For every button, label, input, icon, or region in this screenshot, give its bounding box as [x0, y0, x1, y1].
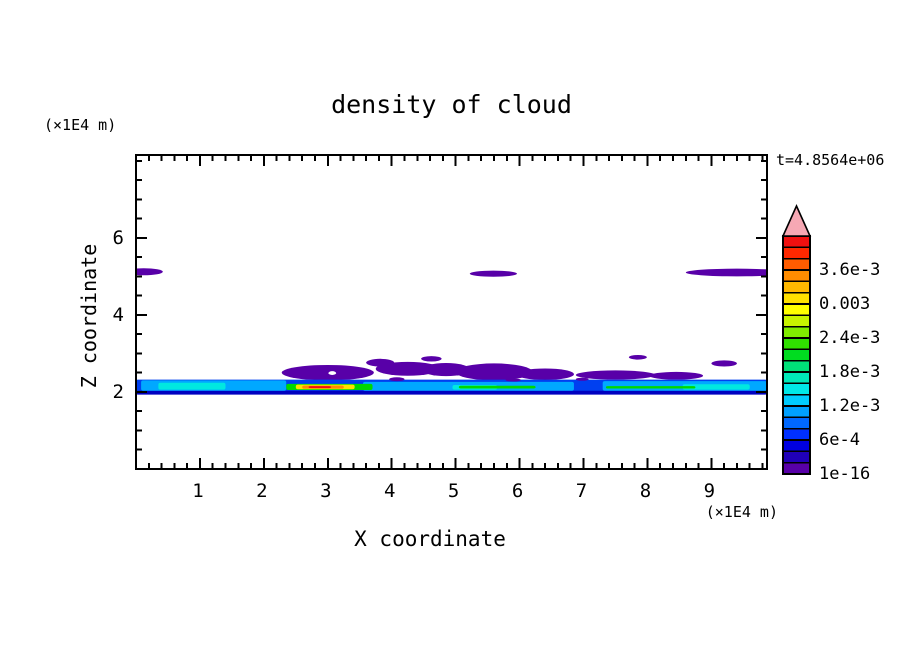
contour-band-green [458, 385, 536, 389]
plot-title: density of cloud [331, 90, 572, 119]
colorbar-segment [782, 303, 811, 317]
colorbar-label-3: 1.8e-3 [819, 362, 880, 382]
colorbar-segment [782, 257, 811, 271]
contour-band-speckle [575, 377, 589, 381]
contour-band-red-core [308, 386, 331, 389]
contour-band-green [605, 386, 696, 389]
x-tick-label: 3 [320, 480, 331, 502]
contour-upper-cloud-right [685, 268, 767, 277]
colorbar-segment [782, 280, 811, 294]
z-tick-label: 4 [113, 304, 124, 326]
z-tick-label: 6 [113, 227, 124, 249]
x-tick-label: 2 [256, 480, 267, 502]
x-axis-title: X coordinate [354, 527, 506, 551]
colorbar-segment [782, 337, 811, 351]
x-tick-label: 5 [448, 480, 459, 502]
colorbar-segment [782, 405, 811, 419]
contour-band-cap [455, 363, 533, 381]
x-tick-label: 4 [384, 480, 395, 502]
contour-band-cap [628, 354, 647, 360]
plot-frame [135, 154, 768, 470]
contour-band-cap [366, 358, 395, 367]
colorbar-label-2: 1.2e-3 [819, 396, 880, 416]
contour-band-cap [281, 364, 374, 381]
contour-band-speckle [505, 378, 521, 382]
time-label: t=4.8564e+06 [776, 151, 885, 169]
colorbar-segment [782, 235, 811, 249]
contour-band-cap [649, 371, 704, 380]
colorbar-label-6: 3.6e-3 [819, 260, 880, 280]
x-tick-label: 9 [704, 480, 715, 502]
z-tick-label: 2 [113, 381, 124, 403]
colorbar-label-4: 2.4e-3 [819, 328, 880, 348]
contour-band-cap [421, 356, 442, 362]
colorbar-segment [782, 427, 811, 441]
contour-band-cap [575, 370, 656, 380]
colorbar-segment [782, 359, 811, 373]
x-tick-label: 8 [640, 480, 651, 502]
colorbar [782, 235, 811, 475]
contour-band-cap [375, 361, 440, 376]
z-axis-title: Z coordinate [77, 243, 101, 389]
colorbar-segment [782, 291, 811, 305]
contour-upper-cloud-left [136, 268, 163, 276]
z-axis-unit-label: (×1E4 m) [44, 116, 117, 134]
x-tick-label: 6 [512, 480, 523, 502]
colorbar-segment [782, 246, 811, 260]
colorbar-segment [782, 461, 811, 475]
contour-band-hole [328, 371, 337, 375]
colorbar-segment [782, 450, 811, 464]
colorbar-label-1: 6e-4 [819, 430, 860, 450]
x-tick-label: 1 [192, 480, 203, 502]
contour-band-bright-cyan [682, 384, 750, 390]
contour-features [136, 268, 767, 395]
contour-upper-cloud-mid [469, 270, 518, 277]
contour-band-base [136, 390, 767, 395]
colorbar-segment [782, 382, 811, 396]
colorbar-segment [782, 416, 811, 430]
colorbar-label-0: 1e-16 [819, 464, 870, 484]
contour-band-cap [711, 360, 737, 367]
contour-band-cap [516, 368, 574, 381]
colorbar-segment [782, 348, 811, 362]
colorbar-segment [782, 371, 811, 385]
axis-ticks [136, 155, 767, 469]
x-axis-unit-label: (×1E4 m) [705, 503, 778, 521]
colorbar-segment [782, 269, 811, 283]
colorbar-overflow-arrow [781, 204, 812, 237]
contour-band-speckle [389, 377, 405, 382]
colorbar-segment [782, 439, 811, 453]
colorbar-segment [782, 393, 811, 407]
colorbar-segment [782, 325, 811, 339]
colorbar-segment [782, 314, 811, 328]
x-tick-label: 7 [576, 480, 587, 502]
colorbar-label-5: 0.003 [819, 294, 870, 314]
contour-band-bright-cyan [158, 382, 226, 390]
